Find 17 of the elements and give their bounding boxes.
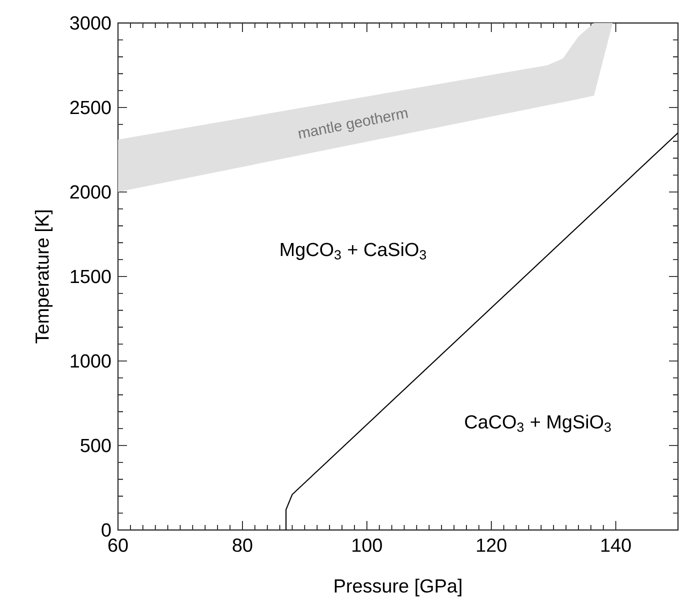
x-tick-label: 80 xyxy=(232,538,252,552)
y-tick-label: 500 xyxy=(80,438,111,452)
x-tick-label: 100 xyxy=(352,538,382,552)
y-tick-label: 1500 xyxy=(70,270,111,284)
y-tick-label: 0 xyxy=(102,523,111,537)
annotation: MgCO$_{3}$ + CaSiO$_{3}$ xyxy=(280,242,426,260)
y-tick-label: 3000 xyxy=(70,16,111,30)
x-tick-label: 60 xyxy=(108,538,128,552)
y-tick-label: 2000 xyxy=(70,185,111,199)
y-axis-title: Temperature [K] xyxy=(34,210,53,344)
x-tick-label: 140 xyxy=(601,538,631,552)
annotation: mantle geotherm xyxy=(298,110,408,139)
y-tick-label: 1000 xyxy=(70,354,111,368)
x-tick-label: 120 xyxy=(476,538,506,552)
y-tick-label: 2500 xyxy=(70,100,111,114)
x-axis-title: Pressure [GPa] xyxy=(334,578,462,596)
annotation: CaCO$_{3}$ + MgSiO$_{3}$ xyxy=(465,414,611,432)
